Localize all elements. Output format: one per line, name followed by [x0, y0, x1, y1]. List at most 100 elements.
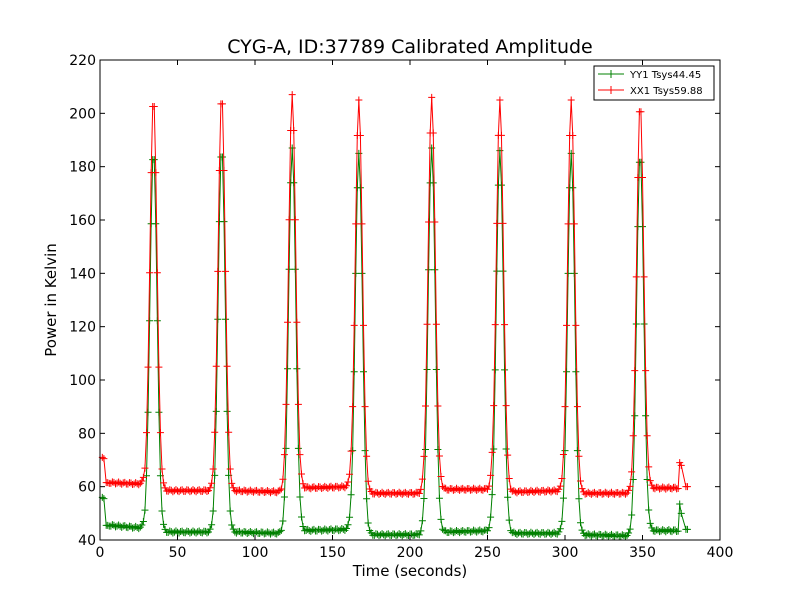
data-point — [206, 525, 214, 533]
data-point — [342, 482, 350, 490]
data-point — [505, 475, 513, 483]
legend: YY1 Tsys44.45 XX1 Tsys59.88 — [593, 65, 715, 101]
data-point — [412, 488, 420, 496]
data-point — [268, 488, 276, 496]
data-point — [515, 487, 522, 495]
data-point — [648, 524, 656, 532]
x-tick-label: 150 — [319, 545, 346, 561]
data-point — [415, 531, 423, 539]
x-tick-label: 250 — [474, 545, 501, 561]
data-point — [344, 521, 352, 529]
legend-label-yy1: YY1 Tsys44.45 — [629, 70, 701, 81]
data-point — [223, 362, 231, 370]
data-point — [201, 527, 209, 535]
data-point — [222, 267, 230, 275]
data-point — [138, 477, 146, 485]
data-point — [100, 495, 108, 503]
data-point — [525, 488, 533, 496]
data-point — [422, 402, 429, 410]
data-point — [558, 517, 566, 525]
data-point — [209, 507, 217, 515]
data-point — [285, 216, 293, 224]
data-point — [206, 484, 214, 492]
data-point — [316, 483, 324, 491]
data-point — [282, 444, 290, 452]
data-point — [158, 507, 166, 515]
data-point — [573, 403, 581, 411]
data-point — [150, 103, 158, 111]
data-point — [308, 483, 316, 491]
data-point — [242, 487, 250, 495]
data-point — [333, 482, 341, 490]
data-point — [218, 100, 226, 108]
data-point — [490, 402, 498, 410]
data-point — [228, 521, 236, 529]
data-point — [156, 429, 164, 437]
plot-area — [100, 60, 720, 540]
legend-marker-xx1 — [607, 86, 615, 94]
y-tick-label: 220 — [69, 53, 96, 69]
data-point — [505, 516, 513, 524]
data-point — [674, 527, 682, 535]
data-point — [284, 318, 292, 326]
data-point — [305, 484, 313, 492]
data-point — [174, 528, 181, 536]
data-point — [291, 265, 299, 273]
data-point — [325, 526, 333, 534]
data-point — [569, 184, 577, 192]
data-point — [280, 493, 288, 501]
data-point — [296, 493, 304, 501]
data-point — [143, 429, 150, 437]
data-point — [226, 465, 234, 473]
data-point — [564, 220, 572, 228]
data-point — [609, 490, 617, 498]
data-point — [561, 403, 569, 411]
data-point — [144, 363, 152, 371]
data-point — [640, 273, 648, 281]
y-axis-title: Power in Kelvin — [42, 243, 60, 357]
data-point — [497, 131, 505, 139]
data-point — [617, 532, 625, 540]
legend-marker-yy1 — [607, 70, 615, 78]
data-point — [435, 452, 443, 460]
data-point — [502, 445, 510, 453]
data-point — [515, 529, 522, 537]
data-point — [552, 530, 560, 538]
data-point — [228, 479, 236, 487]
legend-box — [593, 65, 715, 101]
data-point — [496, 96, 504, 104]
chart-title: CYG-A, ID:37789 Calibrated Amplitude — [227, 36, 592, 58]
data-point — [418, 517, 426, 525]
data-point — [129, 524, 137, 532]
data-point — [417, 485, 425, 493]
data-point — [573, 447, 581, 455]
data-point — [279, 475, 287, 483]
data-point — [350, 368, 358, 376]
data-point — [639, 174, 646, 182]
data-point — [628, 511, 636, 519]
data-point — [346, 513, 354, 521]
data-point — [600, 490, 608, 498]
data-point — [556, 525, 564, 533]
data-point — [361, 403, 369, 411]
data-point — [344, 478, 352, 486]
data-point — [414, 530, 422, 538]
data-point — [570, 269, 578, 277]
data-point — [152, 220, 160, 228]
data-point — [677, 461, 685, 469]
data-point — [431, 218, 439, 226]
data-point — [153, 317, 161, 325]
data-point — [493, 267, 501, 275]
data-point — [355, 96, 363, 104]
y-axis: 40 60 80 100 120 140 160 180 200 220 — [69, 53, 720, 549]
data-point — [276, 528, 284, 536]
x-tick-label: 200 — [397, 545, 424, 561]
data-point — [349, 403, 357, 411]
data-point — [220, 167, 228, 175]
data-point — [558, 474, 566, 482]
data-point — [437, 515, 445, 523]
data-point — [205, 487, 212, 495]
data-point — [631, 412, 639, 420]
y-tick-label: 60 — [78, 480, 96, 496]
data-point — [184, 486, 192, 494]
